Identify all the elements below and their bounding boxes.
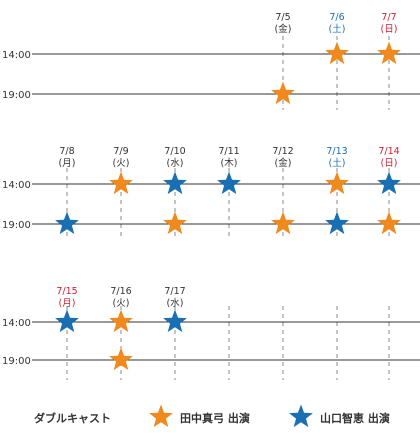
week-3: 14:00 19:00 7/15(月) 7/16(火) 7/17(水) [2,286,420,380]
week-1: 14:00 19:00 7/5(金) 7/6(土) 7/7(日) [2,12,420,110]
tanaka-star-icon [377,41,401,65]
weekday-label: (水) [167,297,184,309]
weekday-label: (日) [381,24,398,35]
weekday-label: (木) [221,157,238,169]
time-label-1400: 14:00 [2,318,31,329]
date-label: 7/11 [218,146,239,157]
weekday-label: (火) [113,298,130,309]
date-label: 7/10 [164,146,185,157]
tanaka-star-icon [109,171,133,195]
date-label: 7/6 [329,12,344,23]
time-label-1900: 19:00 [2,356,31,367]
date-label: 7/14 [378,146,399,157]
date-label: 7/8 [59,146,74,157]
date-label: 7/16 [110,286,131,297]
weekday-label: (火) [113,158,130,169]
weekday-label: (日) [381,158,398,169]
weekday-label: (月) [59,298,76,309]
yamaguchi-star-icon [55,309,79,333]
time-label-1900: 19:00 [2,220,31,231]
legend-blue-star-icon [289,404,313,428]
weekday-label: (月) [59,158,76,169]
tanaka-star-icon [109,309,133,333]
yamaguchi-star-icon [217,171,241,195]
yamaguchi-star-icon [325,211,349,235]
tanaka-star-icon [109,347,133,371]
weekday-label: (金) [275,23,292,35]
tanaka-star-icon [271,81,295,105]
yamaguchi-star-icon [163,309,187,333]
date-label: 7/5 [275,12,290,23]
date-label: 7/15 [56,286,77,297]
tanaka-star-icon [325,41,349,65]
yamaguchi-star-icon [163,171,187,195]
yamaguchi-star-icon [377,171,401,195]
legend-orange-label: 田中真弓 出演 [180,411,250,425]
tanaka-star-icon [325,171,349,195]
weekday-label: (水) [167,157,184,169]
yamaguchi-star-icon [55,211,79,235]
date-label: 7/17 [164,286,185,297]
date-label: 7/7 [381,12,396,23]
weekday-label: (土) [329,157,346,169]
legend-blue-label: 山口智恵 出演 [320,411,390,425]
weekday-label: (金) [275,157,292,169]
legend-title: ダブルキャスト [34,411,111,425]
tanaka-star-icon [377,211,401,235]
time-label-1400: 14:00 [2,50,31,61]
tanaka-star-icon [163,211,187,235]
time-label-1400: 14:00 [2,180,31,191]
time-label-1900: 19:00 [2,90,31,101]
date-label: 7/12 [272,146,293,157]
tanaka-star-icon [271,211,295,235]
weekday-label: (土) [329,23,346,35]
legend-orange-star-icon [149,404,173,428]
date-label: 7/9 [113,146,128,157]
legend: ダブルキャスト 田中真弓 出演 山口智恵 出演 [34,411,390,425]
date-label: 7/13 [326,146,347,157]
